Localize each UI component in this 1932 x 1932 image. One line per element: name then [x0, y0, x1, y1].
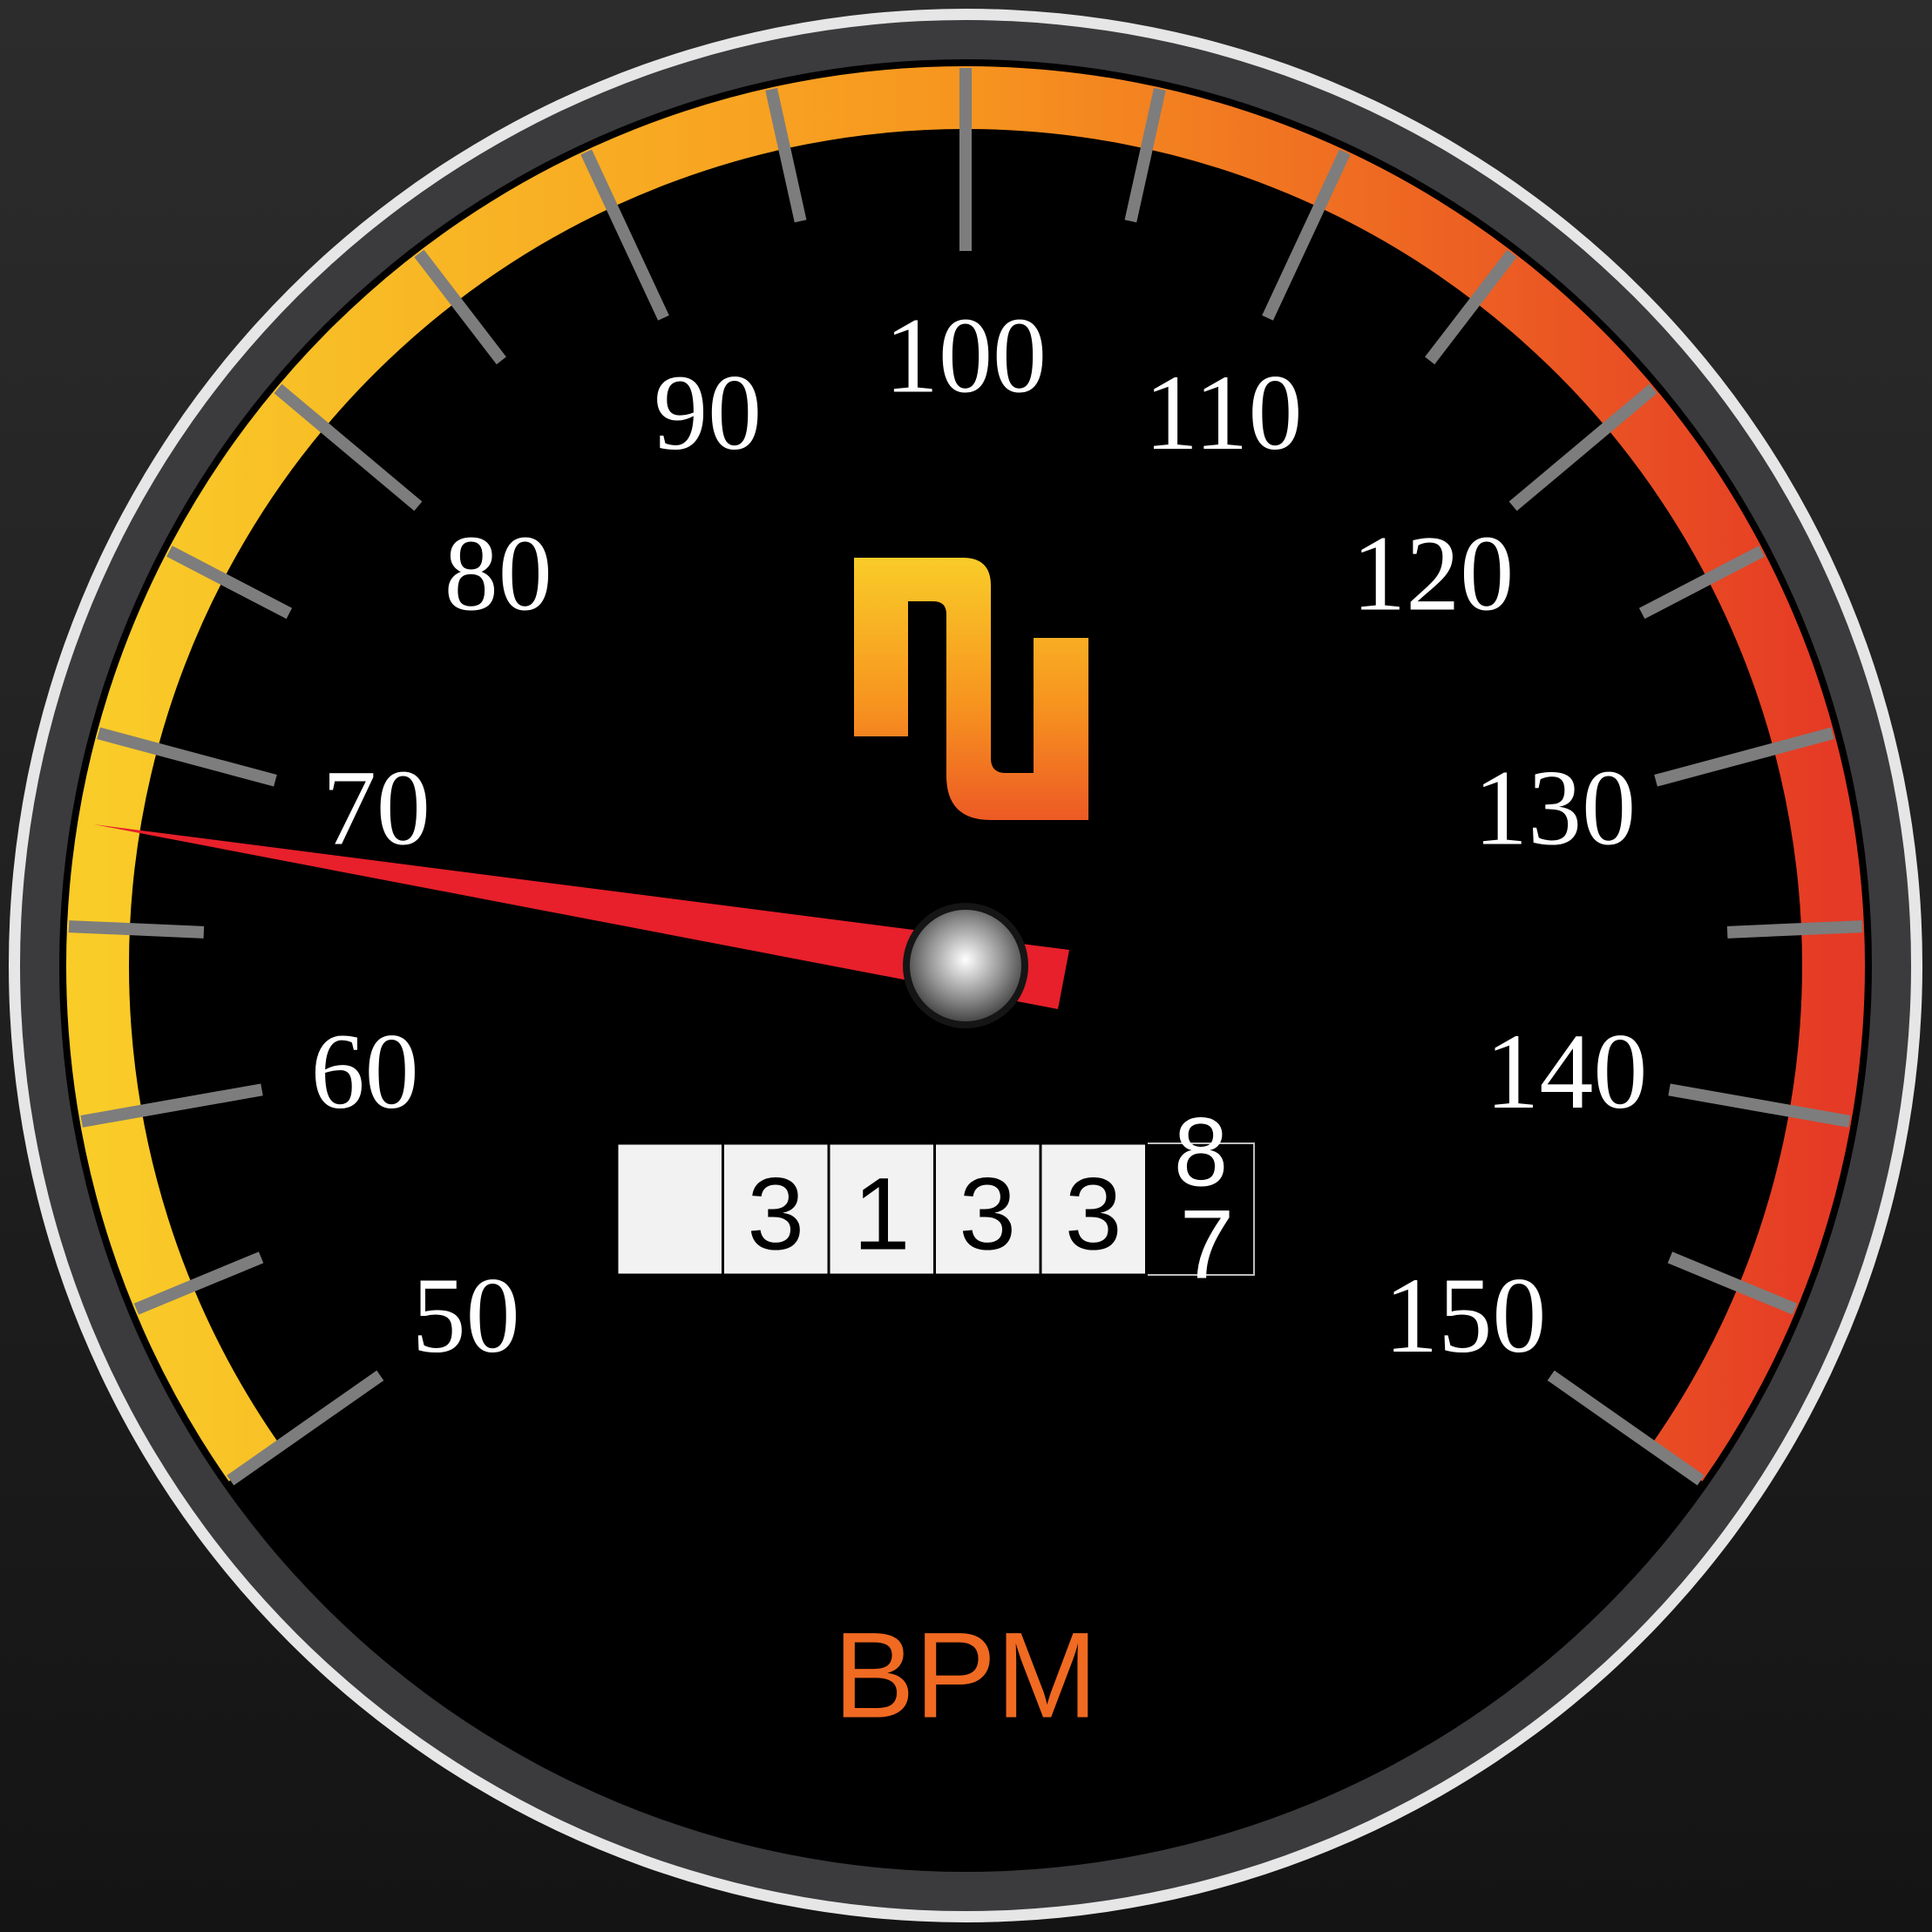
scale-label: 140: [1485, 1012, 1647, 1131]
minor-tick: [414, 249, 506, 365]
odometer-cell: [933, 1142, 1042, 1277]
major-tick: [80, 1083, 263, 1128]
scale-label: 70: [322, 748, 430, 867]
odometer-cell: [827, 1142, 936, 1277]
major-tick: [1508, 383, 1657, 512]
minor-tick: [133, 1251, 264, 1315]
odometer-cell: [1039, 1142, 1148, 1277]
minor-tick: [166, 546, 293, 620]
scale-label: 90: [654, 353, 762, 472]
major-tick: [274, 383, 423, 512]
needle-hub: [903, 903, 1028, 1028]
tick-marks: [68, 68, 1863, 1486]
squarewave-logo-icon: [854, 558, 1088, 820]
odometer-digit: 3: [747, 1157, 804, 1272]
minor-tick: [765, 87, 807, 223]
minor-tick: [1638, 546, 1765, 620]
odometer-rolling-upper: 8: [1174, 1098, 1228, 1207]
odometer-rolling-lower: 7: [1180, 1190, 1234, 1299]
major-tick: [580, 149, 669, 321]
odometer-digit: 1: [853, 1157, 911, 1272]
odometer-cell: [615, 1142, 724, 1277]
major-tick: [1547, 1370, 1705, 1486]
major-tick: [1654, 727, 1834, 787]
scale-label: 60: [311, 1012, 419, 1131]
major-tick: [1668, 1083, 1851, 1128]
minor-tick: [68, 920, 205, 939]
needle: [94, 824, 1069, 1009]
odometer-digit: 3: [959, 1157, 1016, 1272]
scale-label: 80: [444, 514, 552, 634]
minor-tick: [1667, 1251, 1798, 1315]
minor-tick: [1124, 87, 1166, 223]
scale-label: 50: [412, 1256, 520, 1375]
minor-tick: [1726, 920, 1863, 939]
odometer-digit: 3: [1065, 1157, 1122, 1272]
scale-label: 150: [1384, 1256, 1546, 1375]
scale-label: 100: [885, 296, 1047, 416]
scale-label: 110: [1144, 353, 1302, 472]
minor-tick: [1425, 249, 1517, 365]
major-tick: [227, 1370, 384, 1486]
scale-label: 130: [1474, 748, 1636, 867]
major-tick: [97, 727, 277, 787]
scale-label: 120: [1352, 514, 1514, 634]
unit-label: BPM: [833, 1607, 1097, 1744]
major-tick: [1262, 149, 1351, 321]
